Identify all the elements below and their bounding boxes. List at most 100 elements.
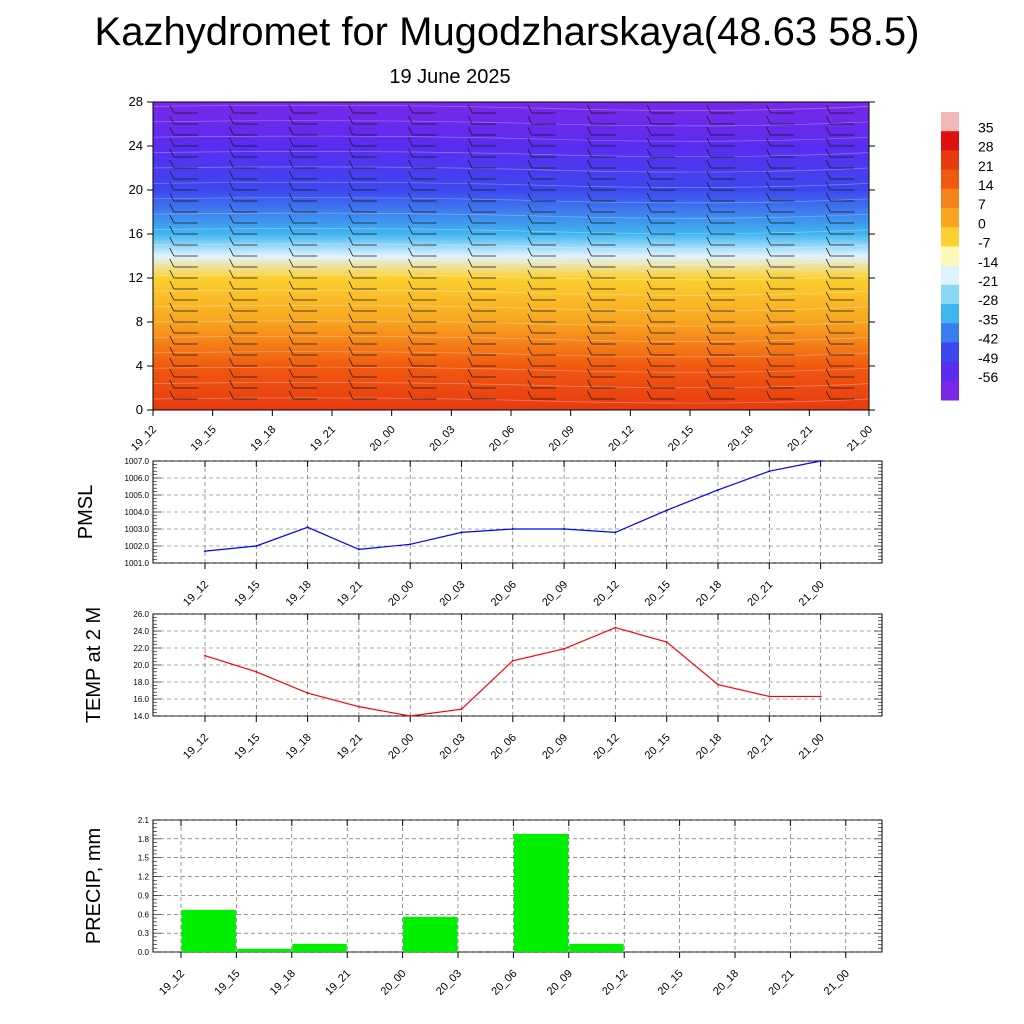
wind-barb <box>348 280 377 290</box>
temp2m-point <box>357 705 360 708</box>
wind-barb <box>169 324 198 334</box>
wind-barb <box>766 225 795 235</box>
wind-barb <box>288 258 318 268</box>
wind-barb <box>467 192 497 202</box>
wind-barb <box>825 236 855 246</box>
wind-barb <box>348 203 377 213</box>
wind-barb <box>169 379 198 389</box>
wind-barb <box>348 269 377 279</box>
wind-barb <box>706 324 735 334</box>
wind-barb <box>527 192 556 202</box>
wind-barb <box>408 115 437 125</box>
wind-barb <box>467 181 497 191</box>
y-tick-label: 1007.0 <box>125 457 150 466</box>
temp2m-point <box>409 715 412 717</box>
wind-barb <box>706 390 735 400</box>
wind-barb <box>587 148 616 158</box>
wind-barb <box>408 225 437 235</box>
wind-barb <box>706 159 735 169</box>
wind-barb <box>288 357 318 367</box>
pmsl-point <box>306 526 309 529</box>
wind-barb <box>587 357 616 367</box>
x-tick-label: 21_00 <box>797 732 827 762</box>
wind-barb <box>408 357 437 367</box>
pmsl-point <box>819 460 822 462</box>
wind-barb <box>825 368 855 378</box>
wind-barb <box>169 291 198 301</box>
wind-barb <box>706 148 735 158</box>
wind-barb <box>587 104 616 114</box>
wind-barb <box>348 357 377 367</box>
wind-barb <box>706 269 735 279</box>
wind-barb <box>348 104 377 114</box>
y-tick-label: 16 <box>129 226 143 241</box>
y-axis-label: TEMP at 2 M <box>83 607 105 723</box>
wind-barb <box>646 357 676 367</box>
colorbar-label: -49 <box>978 350 998 366</box>
wind-barb <box>646 346 676 356</box>
wind-barb <box>169 368 198 378</box>
wind-barb <box>646 324 676 334</box>
wind-barb <box>467 126 497 136</box>
wind-barb <box>766 379 795 389</box>
wind-barb <box>587 324 616 334</box>
wind-barb <box>348 313 377 323</box>
wind-barb <box>169 280 198 290</box>
wind-barb <box>408 390 437 400</box>
wind-barb <box>706 225 735 235</box>
wind-barb <box>527 346 556 356</box>
wind-barb <box>229 159 258 169</box>
contour-line <box>152 397 870 404</box>
wind-barb <box>348 390 377 400</box>
x-tick-label: 19_18 <box>268 968 298 998</box>
wind-barb <box>646 148 676 158</box>
wind-barb <box>348 115 377 125</box>
wind-barb <box>527 335 556 345</box>
wind-barb <box>646 280 676 290</box>
x-tick-label: 20_15 <box>656 968 686 998</box>
y-tick-label: 8 <box>136 314 143 329</box>
y-tick-label: 1003.0 <box>125 525 150 534</box>
colorbar-swatch <box>941 227 959 247</box>
wind-barb <box>706 236 735 246</box>
wind-barb <box>229 137 258 147</box>
wind-barb <box>766 214 795 224</box>
colorbar-swatch <box>941 131 959 151</box>
wind-barb <box>169 313 198 323</box>
wind-barb <box>467 225 497 235</box>
x-tick-label: 19_12 <box>157 968 187 998</box>
wind-barb <box>288 368 318 378</box>
y-axis-label: PRECIP, mm <box>83 828 105 944</box>
wind-barb <box>527 148 556 158</box>
wind-barb <box>408 258 437 268</box>
wind-barb <box>825 181 855 191</box>
wind-barb <box>527 313 556 323</box>
wind-barb <box>408 247 437 257</box>
x-tick-label: 21_00 <box>822 968 852 998</box>
wind-barb <box>825 390 855 400</box>
wind-barb <box>467 269 497 279</box>
wind-barb <box>527 258 556 268</box>
pmsl-point <box>511 528 514 530</box>
wind-barb <box>169 346 198 356</box>
wind-barb <box>825 126 855 136</box>
colorbar-label: -14 <box>978 254 998 270</box>
wind-barb <box>467 379 497 389</box>
wind-barb <box>169 137 198 147</box>
wind-barb <box>766 280 795 290</box>
y-tick-label: 12 <box>129 270 143 285</box>
wind-barb <box>229 269 258 279</box>
contour-line <box>152 212 870 219</box>
wind-barb <box>646 236 676 246</box>
x-tick-label: 20_09 <box>540 732 570 762</box>
wind-barb <box>408 104 437 114</box>
pmsl-point <box>409 543 412 546</box>
wind-barb <box>288 236 318 246</box>
wind-barb <box>527 214 556 224</box>
y-tick-label: 0.3 <box>138 929 150 938</box>
wind-barb <box>527 126 556 136</box>
wind-barb <box>288 203 318 213</box>
wind-barb <box>706 181 735 191</box>
wind-barb <box>706 115 735 125</box>
